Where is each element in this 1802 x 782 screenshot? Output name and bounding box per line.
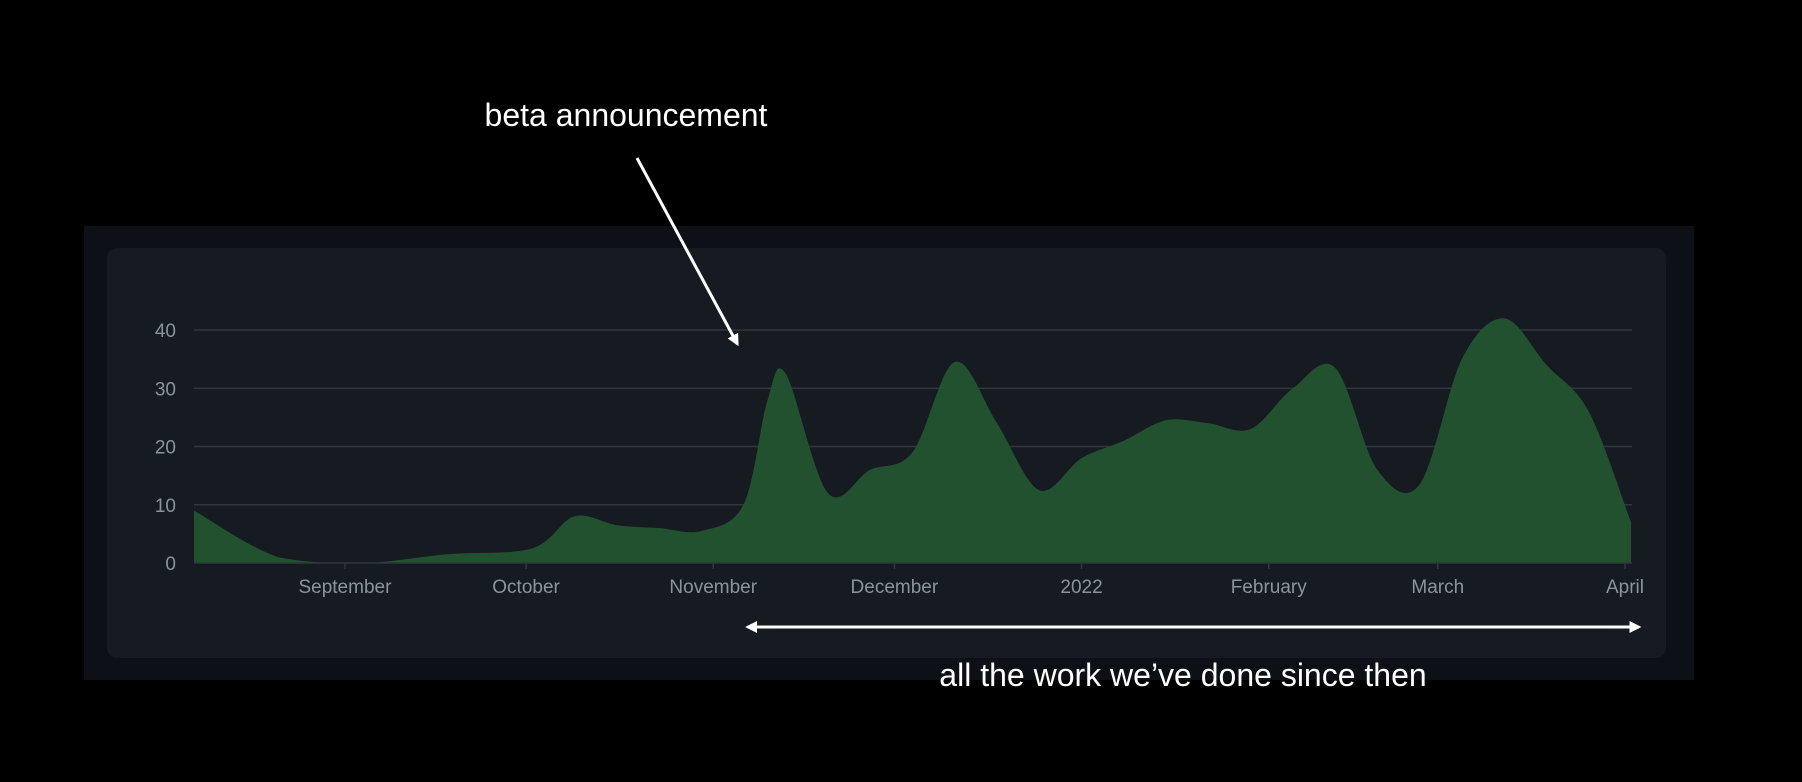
x-tick-label: April (1606, 577, 1644, 598)
y-tick-label: 30 (155, 379, 176, 400)
x-tick-label: 2022 (1060, 577, 1102, 598)
y-tick-label: 20 (155, 438, 176, 459)
x-axis-ticks: September October November December 2022 Febr… (298, 563, 1644, 598)
y-axis-ticks: 0 10 20 30 40 (155, 321, 176, 575)
contributions-area (194, 318, 1631, 563)
y-tick-label: 0 (165, 554, 176, 575)
chart-card (107, 248, 1666, 658)
since-then-label: all the work we’ve done since then (939, 657, 1426, 693)
x-tick-label: November (669, 577, 757, 598)
x-tick-label: December (851, 577, 939, 598)
y-tick-label: 40 (155, 321, 176, 342)
beta-announcement-arrow (635, 157, 739, 347)
x-tick-label: September (298, 577, 392, 598)
x-tick-label: February (1231, 577, 1308, 598)
y-tick-label: 10 (155, 496, 176, 517)
x-tick-label: March (1411, 577, 1464, 598)
x-tick-label: October (492, 577, 560, 598)
beta-announcement-label: beta announcement (485, 97, 768, 133)
